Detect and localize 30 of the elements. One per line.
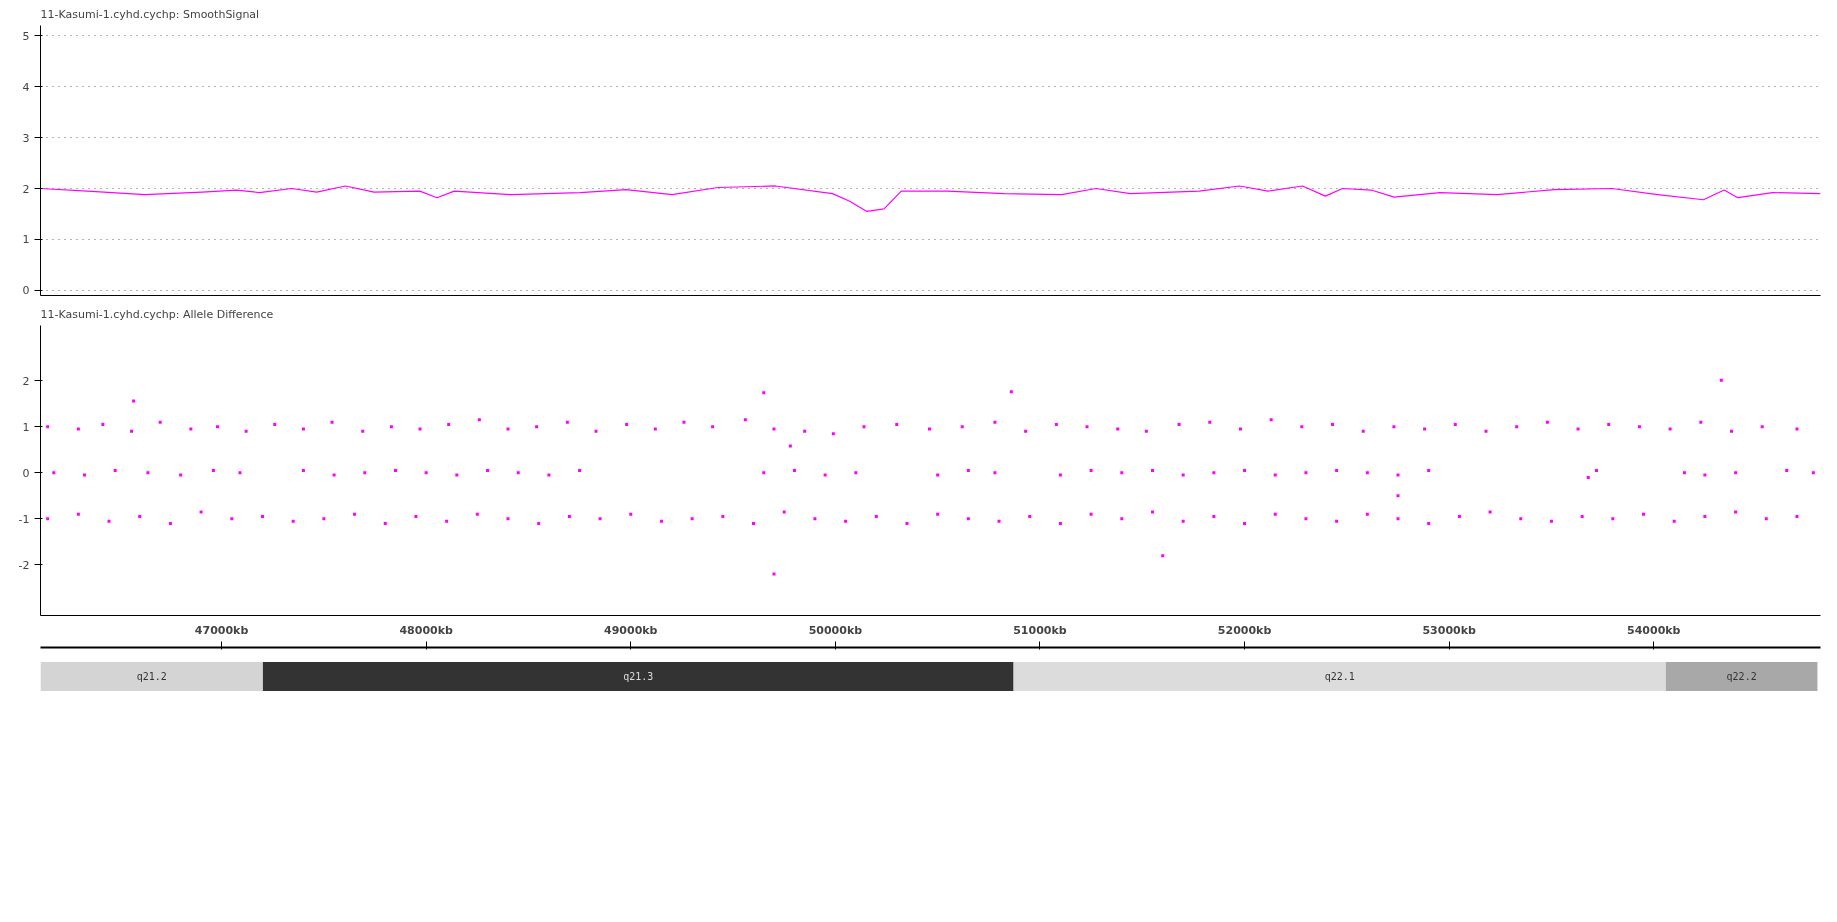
y-tick-label: 0 — [22, 284, 30, 298]
x-tick-label: 48000kb — [399, 623, 454, 637]
x-tick-label: 51000kb — [1013, 623, 1067, 637]
y-tick-label: -1 — [18, 512, 30, 526]
y-tick-label: 5 — [22, 29, 30, 43]
x-tick-label: 47000kb — [194, 623, 249, 637]
x-tick-label: 53000kb — [1422, 623, 1477, 637]
series-label: q22.1 — [1324, 671, 1355, 682]
x-tick-label: 49000kb — [604, 623, 658, 637]
bar — [1665, 662, 1818, 691]
series-label: q21.3 — [623, 671, 654, 682]
line-series — [40, 185, 1821, 213]
y-tick-label: 1 — [22, 233, 30, 247]
series-label: q22.2 — [1726, 671, 1757, 682]
y-tick-label: 4 — [22, 80, 30, 94]
x-tick-label: 50000kb — [808, 623, 863, 637]
bar — [1013, 662, 1666, 691]
chart-title: 11-Kasumi-1.cyhd.cychp: SmoothSignal — [40, 7, 260, 21]
y-tick-label: 2 — [22, 374, 30, 388]
y-tick-label: 2 — [22, 182, 30, 196]
y-tick-label: 0 — [22, 466, 30, 480]
y-tick-label: 1 — [22, 420, 30, 434]
x-tick-label: 54000kb — [1627, 623, 1681, 637]
bar — [40, 662, 263, 691]
x-tick-label: 52000kb — [1217, 623, 1272, 637]
series-label: q21.2 — [136, 671, 167, 682]
bar — [262, 662, 1014, 691]
y-tick-label: -2 — [18, 558, 30, 572]
chart-title: 11-Kasumi-1.cyhd.cychp: Allele Difference — [40, 307, 274, 321]
y-tick-label: 3 — [22, 131, 30, 145]
